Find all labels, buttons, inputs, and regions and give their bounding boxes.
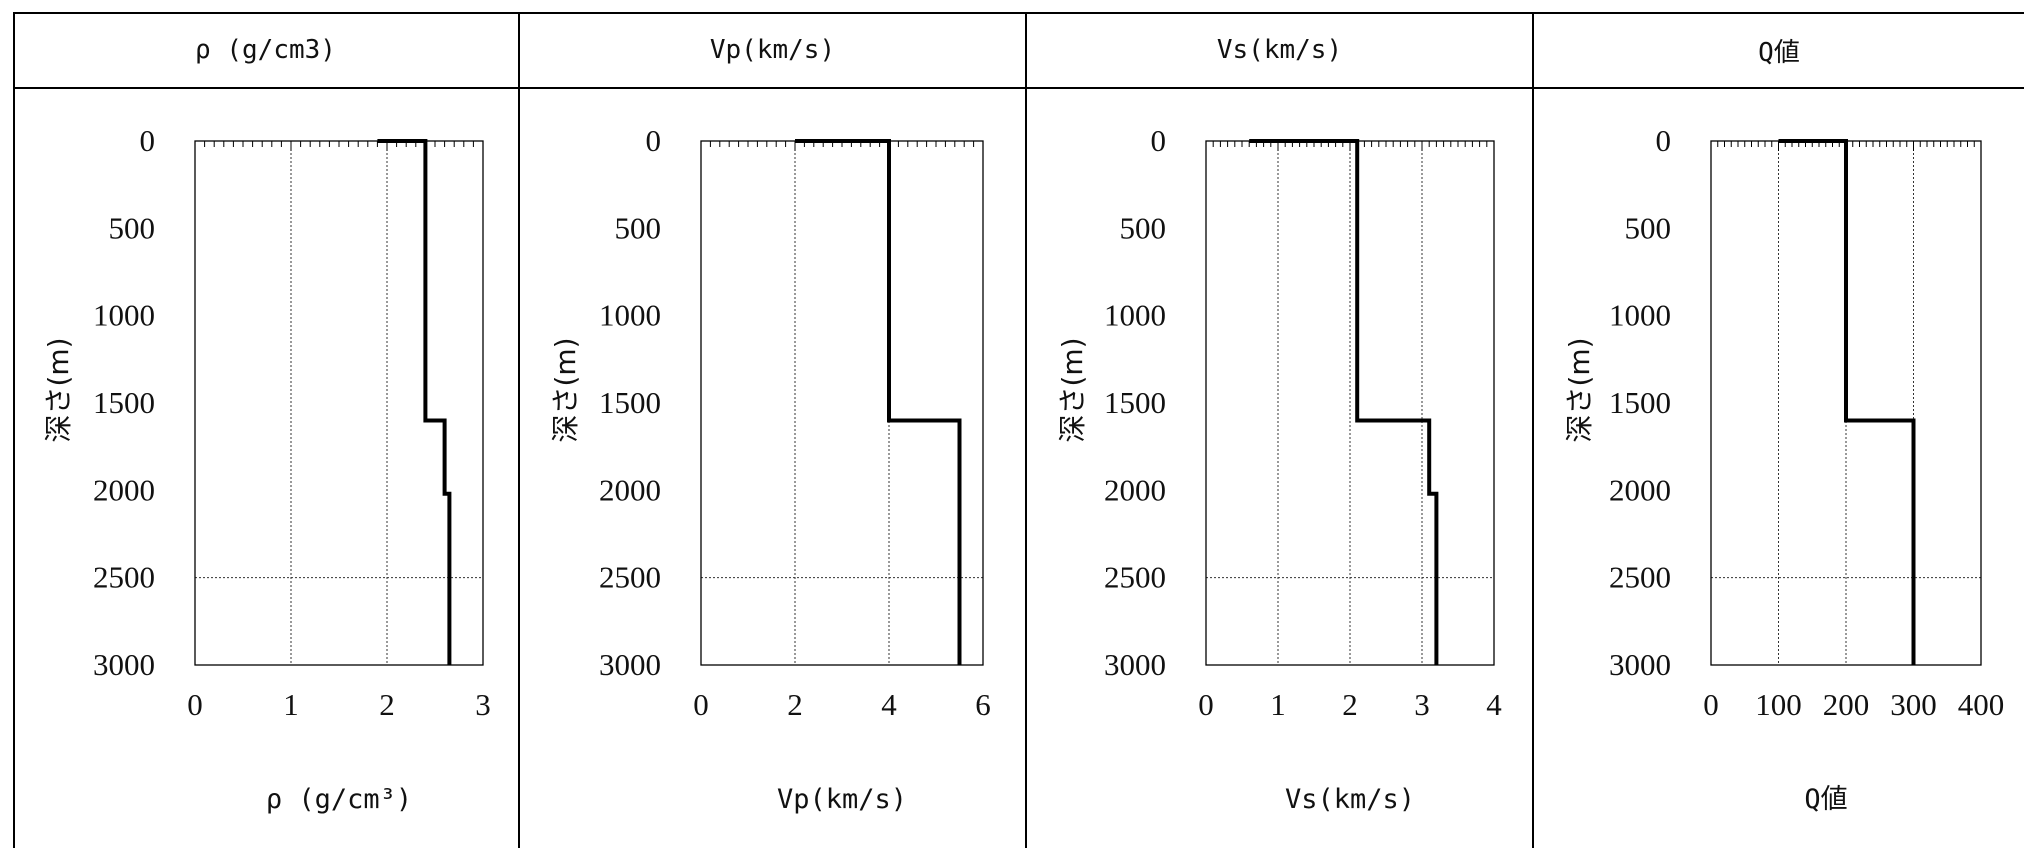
x-tick-label: 200 [1823,687,1870,722]
chart-q: 0 100 200 300 400 0 500 1000 1500 2000 2500 3000 深さ(… [1563,123,2004,815]
y-axis-title: 深さ(m) [549,337,582,442]
column-divider-1 [518,12,520,848]
header-q: Q値 [1758,37,1800,68]
y-tick-label: 1000 [1609,298,1671,333]
x-tick-label: 3 [475,687,491,722]
chart-density: 0 1 2 3 0 500 1000 1500 2000 2500 3000 深さ(m) ρ (g/cm… [42,123,491,815]
y-tick-label: 500 [1625,210,1672,245]
header-vp: Vp(km/s) [709,35,836,65]
x-axis-title: Vp(km/s) [777,784,907,815]
y-tick-label: 2500 [93,560,155,595]
series-line [1778,139,1916,665]
x-tick-label: 0 [187,687,203,722]
x-tick-label: 400 [1958,687,2005,722]
header-bottom-border [13,87,2024,89]
y-axis-title: 深さ(m) [1563,337,1596,442]
y-tick-label: 1500 [1609,385,1671,420]
plot-frame [700,140,984,666]
x-tick-label: 0 [693,687,709,722]
table-left-border [13,12,15,848]
x-tick-label: 1 [283,687,299,722]
x-tick-label: 0 [1703,687,1719,722]
x-axis-title: Q値 [1804,784,1847,815]
y-tick-label: 0 [140,123,156,158]
chart-vp: 0 2 4 6 0 500 1000 1500 2000 2500 3000 深さ(m) Vp(km/s… [549,123,991,815]
y-axis-title: 深さ(m) [42,337,75,442]
plot-frame [194,140,484,666]
x-tick-label: 0 [1198,687,1214,722]
column-divider-3 [1532,12,1534,848]
y-tick-label: 0 [646,123,662,158]
x-tick-label: 4 [881,687,897,722]
column-divider-2 [1025,12,1027,848]
y-tick-label: 2500 [599,560,661,595]
y-tick-label: 2500 [1609,560,1671,595]
series-line [795,139,962,665]
y-tick-label: 2000 [93,472,155,507]
x-axis-title: Vs(km/s) [1285,784,1415,815]
y-tick-label: 1500 [93,385,155,420]
y-tick-label: 500 [109,210,156,245]
y-tick-label: 2000 [1104,472,1166,507]
y-axis-title: 深さ(m) [1056,337,1089,442]
chart-vs: 0 1 2 3 4 0 500 1000 1500 2000 2500 3000 深さ(m) Vs(km/… [1056,123,1502,815]
y-tick-label: 0 [1656,123,1672,158]
x-tick-label: 1 [1270,687,1286,722]
x-axis-title: ρ (g/cm³) [266,784,412,815]
x-tick-label: 4 [1486,687,1502,722]
y-tick-label: 1000 [1104,298,1166,333]
y-tick-label: 500 [615,210,662,245]
y-tick-label: 2500 [1104,560,1166,595]
header-density: ρ (g/cm3) [195,35,336,65]
y-tick-label: 3000 [1104,647,1166,682]
x-tick-label: 2 [787,687,803,722]
x-tick-label: 100 [1755,687,1802,722]
y-tick-label: 3000 [599,647,661,682]
x-tick-label: 2 [1342,687,1358,722]
x-tick-label: 6 [975,687,991,722]
series-line [1249,139,1439,665]
y-tick-label: 1000 [93,298,155,333]
x-tick-label: 300 [1890,687,1937,722]
header-vs: Vs(km/s) [1216,35,1343,65]
y-tick-label: 0 [1151,123,1167,158]
figure-table: ρ (g/cm3) Vp(km/s) Vs(km/s) Q値 [13,12,2024,848]
x-tick-label: 3 [1414,687,1430,722]
y-tick-label: 1500 [1104,385,1166,420]
y-tick-label: 1000 [599,298,661,333]
y-tick-label: 500 [1120,210,1167,245]
y-tick-label: 2000 [599,472,661,507]
table-top-border [13,12,2024,14]
x-tick-label: 2 [379,687,395,722]
y-tick-label: 3000 [93,647,155,682]
series-line [377,139,452,665]
y-tick-label: 3000 [1609,647,1671,682]
y-tick-label: 2000 [1609,472,1671,507]
y-tick-label: 1500 [599,385,661,420]
